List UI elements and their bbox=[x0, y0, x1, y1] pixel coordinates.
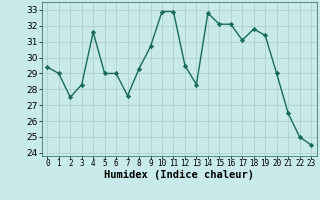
X-axis label: Humidex (Indice chaleur): Humidex (Indice chaleur) bbox=[104, 170, 254, 180]
